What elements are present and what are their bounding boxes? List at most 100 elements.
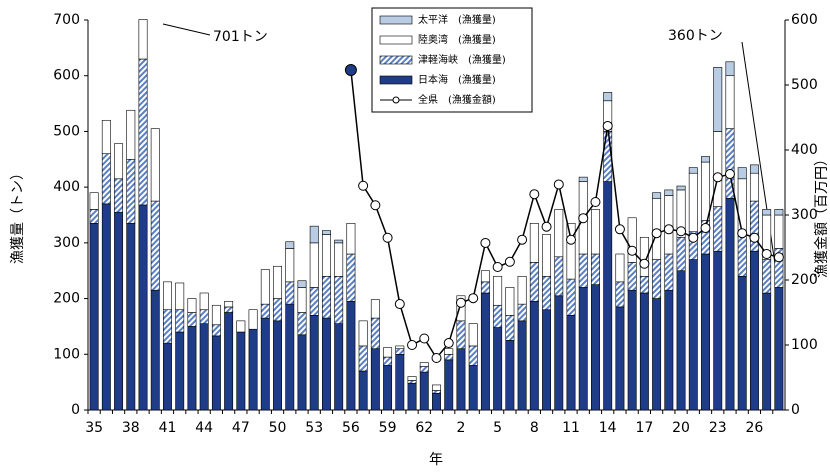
line-point [394, 299, 405, 310]
bar-segment [554, 209, 564, 258]
bar-segment [676, 270, 686, 411]
bar-segment [639, 275, 649, 294]
bar-segment [321, 317, 331, 411]
line-point [712, 172, 723, 183]
y2-axis-title: 漁獲金額（百万円） [814, 152, 830, 278]
line-point [761, 249, 772, 259]
bar-segment [713, 206, 723, 252]
bar-segment [713, 67, 723, 132]
x-tick-label: 53 [305, 420, 323, 436]
legend-swatch [379, 55, 413, 65]
bar-segment [419, 366, 429, 373]
bar-segment [370, 317, 380, 350]
line-point [480, 237, 491, 248]
x-axis-title: 年 [429, 452, 443, 468]
bar-segment [150, 128, 160, 202]
y-tick-label: 400 [53, 179, 80, 195]
bar-segment [346, 223, 356, 255]
bar-segment [199, 323, 209, 411]
line-point [358, 180, 369, 191]
bar-segment [517, 275, 527, 305]
bar-segment [273, 298, 282, 322]
bar-segment [309, 242, 319, 288]
y-tick-label: 300 [53, 235, 80, 251]
bar-segment [603, 92, 613, 102]
line-point [344, 64, 357, 77]
x-tick-label: 41 [159, 420, 177, 436]
line-point [676, 226, 687, 237]
legend-swatch [379, 15, 413, 25]
bar-segment [529, 223, 539, 263]
bar-segment [762, 292, 772, 411]
bar-segment [725, 61, 735, 77]
line-point [431, 353, 442, 363]
bar-segment [529, 262, 539, 302]
bar-segment [762, 209, 772, 216]
bar-segment [199, 309, 209, 324]
bar-segment [688, 259, 698, 411]
bar-segment [701, 253, 710, 411]
bar-segment [334, 323, 344, 411]
bar-segment [493, 304, 503, 328]
x-tick-label: 2 [456, 420, 465, 436]
bar-segment [432, 392, 441, 411]
bar-segment [676, 236, 686, 272]
line-point [517, 234, 528, 245]
bar-segment [578, 176, 588, 182]
bar-segment [591, 209, 600, 255]
bar-segment [444, 359, 454, 411]
x-tick-label: 20 [672, 420, 690, 436]
bar-segment [615, 306, 625, 411]
bar-segment [383, 356, 393, 366]
annotation-leader [162, 23, 211, 36]
line-point [419, 333, 430, 344]
bar-segment [334, 239, 344, 244]
bar-segment [114, 143, 124, 180]
bar-segment [493, 327, 503, 411]
bar-segment [615, 253, 625, 283]
y-tick-label: 0 [71, 402, 80, 418]
bar-segment [713, 131, 723, 207]
bar-segment [688, 172, 698, 233]
bar-segment [114, 178, 124, 213]
line-point [578, 213, 589, 224]
bar-segment [652, 192, 662, 199]
y2-tick-label: 0 [791, 402, 800, 418]
line-point [602, 120, 613, 131]
legend-label: 太平洋 (漁獲量) [418, 13, 496, 26]
bar-segment [688, 167, 698, 174]
bar-segment [199, 292, 209, 311]
y-tick-label: 700 [53, 12, 80, 28]
bar-segment [321, 275, 331, 319]
line-point [639, 258, 650, 269]
bar-segment [578, 253, 588, 288]
bar-segment [126, 223, 136, 411]
bar-segment [701, 161, 710, 221]
bar-segment [297, 287, 307, 313]
line-point [382, 232, 393, 243]
bar-segment [285, 303, 295, 411]
bar-segment [774, 214, 784, 249]
x-tick-label: 26 [746, 420, 764, 436]
bar-segment [542, 234, 552, 277]
bar-segment [273, 320, 282, 411]
bar-segment [664, 189, 674, 196]
bar-segment [432, 384, 441, 391]
line-point [553, 179, 564, 190]
line-point [529, 189, 540, 200]
bar-segment [505, 287, 515, 316]
line-point [724, 169, 735, 180]
bar-segment [407, 382, 417, 411]
bar-segment [260, 269, 270, 305]
bar-segment [297, 334, 307, 411]
bar-segment [334, 275, 344, 324]
bar-segment [444, 348, 454, 355]
bar-segment [370, 348, 380, 411]
bar-segment [591, 284, 600, 411]
y2-tick-label: 300 [791, 207, 818, 223]
legend-label: 全県 (漁獲金額) [418, 93, 496, 106]
bar-segment [224, 312, 234, 411]
line-point [614, 224, 625, 235]
bar-segment [419, 371, 429, 411]
bar-segment [101, 203, 111, 411]
